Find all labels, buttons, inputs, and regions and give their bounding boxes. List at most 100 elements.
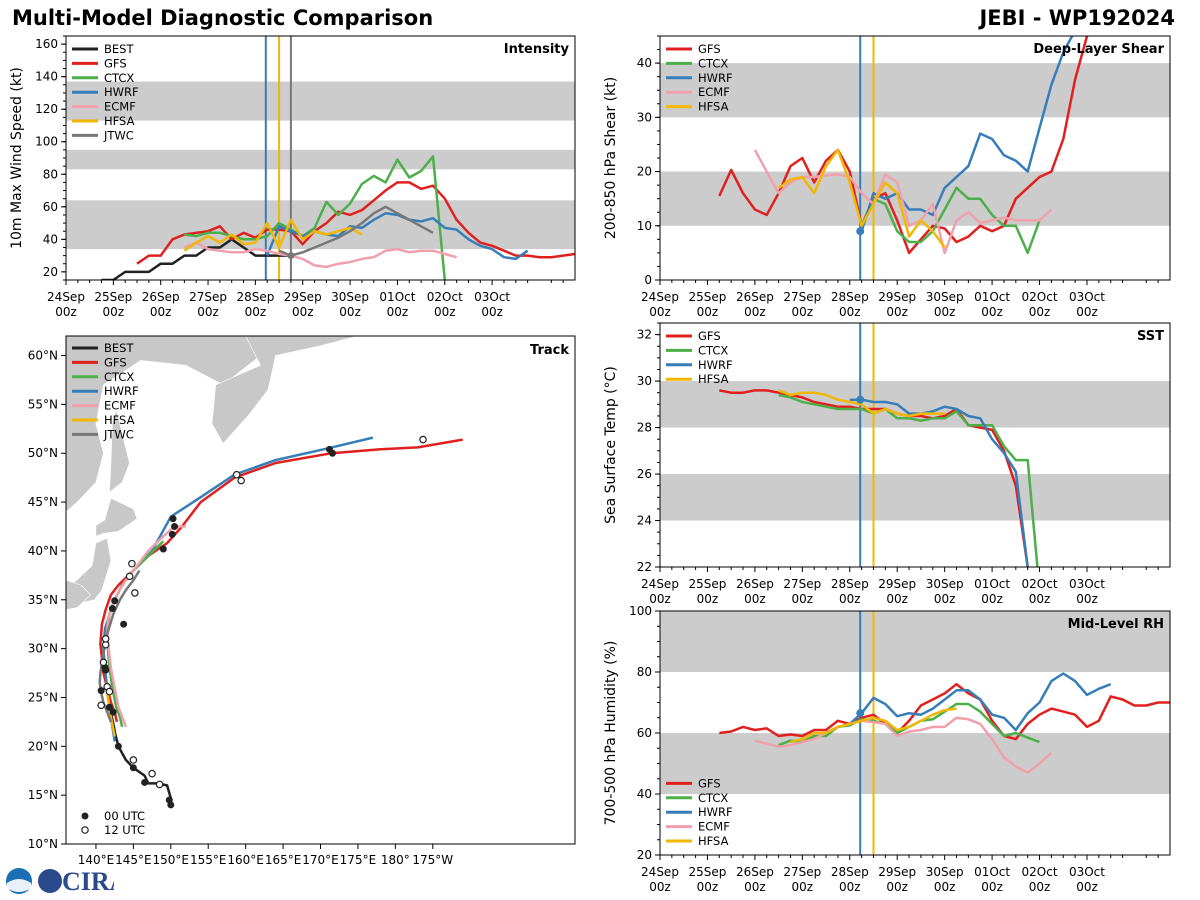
track-marker-legend-00utc-icon — [81, 812, 89, 820]
track-landmass — [66, 579, 92, 610]
rh-xtick-sublabel: 00z — [839, 880, 861, 894]
track-series-group — [97, 435, 463, 809]
track-marker-legend-12utc: 12 UTC — [104, 823, 145, 837]
intensity-ytick-label: 60 — [43, 200, 58, 214]
track-line-hwrf — [102, 436, 374, 742]
sst-series-group — [719, 389, 1039, 567]
intensity-xtick-label: 24Sep — [47, 290, 85, 304]
sst-ytick-label: 30 — [637, 374, 652, 388]
shear-xtick-sublabel: 00z — [1029, 305, 1051, 319]
intensity-xtick-sublabel: 00z — [55, 305, 77, 319]
sst-xtick-sublabel: 00z — [1029, 592, 1051, 606]
cira-logo-text: CIRA — [62, 867, 114, 896]
shear-xtick-sublabel: 00z — [649, 305, 671, 319]
sst-xtick-label: 02Oct — [1022, 577, 1058, 591]
sst-shade-band — [660, 474, 1170, 521]
sst-xtick-sublabel: 00z — [744, 592, 766, 606]
rh-shade-band — [660, 733, 1170, 794]
shear-line-ecmf — [753, 149, 1053, 255]
intensity-xtick-label: 03Oct — [474, 290, 510, 304]
rh-xtick-label: 01Oct — [974, 865, 1010, 879]
shear-xtick-sublabel: 00z — [839, 305, 861, 319]
shear-legend-label-gfs: GFS — [698, 42, 721, 56]
intensity-line-ctcx — [184, 155, 447, 280]
intensity-xtick-label: 02Oct — [427, 290, 463, 304]
rh-xtick-label: 28Sep — [831, 865, 869, 879]
track-point-00utc — [168, 530, 176, 538]
sst-legend-label-hfsa: HFSA — [698, 372, 729, 386]
figure-title: Multi-Model Diagnostic Comparison — [12, 6, 434, 30]
shear-legend-label-ctcx: CTCX — [698, 56, 728, 70]
sst-ytick-label: 24 — [637, 514, 652, 528]
shear-shade-band — [660, 63, 1170, 118]
intensity-jtwc-marker — [287, 252, 295, 260]
track-point-00utc — [165, 796, 173, 804]
intensity-shade-band — [66, 149, 575, 170]
rh-ytick-label: 20 — [637, 848, 652, 862]
intensity-xtick-sublabel: 00z — [197, 305, 219, 319]
intensity-xtick-label: 30Sep — [331, 290, 369, 304]
rh-line-gfs — [719, 682, 1170, 741]
rh-xtick-label: 03Oct — [1069, 865, 1105, 879]
track-point-00utc — [97, 687, 105, 695]
track-ytick-label: 50°N — [28, 446, 58, 460]
rh-xtick-sublabel: 00z — [697, 880, 719, 894]
shear-series-group — [718, 36, 1089, 255]
shear-xtick-sublabel: 00z — [1076, 305, 1098, 319]
track-xtick-label: 150°E — [153, 853, 190, 867]
shear-xtick-label: 30Sep — [926, 290, 964, 304]
rh-line-ecmf — [754, 716, 1053, 774]
track-xtick-label: 145°E — [115, 853, 152, 867]
rh-xtick-sublabel: 00z — [934, 880, 956, 894]
intensity-ytick-label: 120 — [35, 102, 58, 116]
intensity-legend-label-gfs: GFS — [104, 56, 127, 70]
rh-xtick-sublabel: 00z — [886, 880, 908, 894]
shear-xtick-label: 02Oct — [1022, 290, 1058, 304]
intensity-legend-label-jtwc: JTWC — [103, 128, 134, 142]
shear-line-ctcx — [860, 186, 1041, 255]
track-legend-label-ecmf: ECMF — [104, 399, 136, 413]
shear-xtick-sublabel: 00z — [792, 305, 814, 319]
rh-xtick-label: 26Sep — [736, 865, 774, 879]
sst-line-hfsa — [778, 389, 945, 418]
intensity-xtick-label: 25Sep — [94, 290, 132, 304]
intensity-series-group — [101, 155, 575, 280]
shear-legend-label-hfsa: HFSA — [698, 100, 729, 114]
shear-xtick-label: 03Oct — [1069, 290, 1105, 304]
shear-ytick-label: 20 — [637, 165, 652, 179]
track-ytick-label: 55°N — [28, 397, 58, 411]
track-point-00utc — [111, 597, 119, 605]
sst-xtick-sublabel: 00z — [1076, 592, 1098, 606]
intensity-title: Intensity — [504, 42, 570, 57]
cira-logo: CIRA — [4, 866, 129, 896]
shear-xtick-label: 29Sep — [878, 290, 916, 304]
sst-xtick-sublabel: 00z — [792, 592, 814, 606]
track-point-00utc — [108, 605, 116, 613]
track-land — [66, 336, 358, 610]
sst-line-hwrf — [849, 398, 1029, 567]
shear-line-hfsa — [777, 148, 946, 249]
intensity-ytick-label: 160 — [35, 37, 58, 51]
shear-shade-band — [660, 171, 1170, 226]
rh-ytick-label: 40 — [637, 787, 652, 801]
shear-ytick-label: 30 — [637, 110, 652, 124]
sst-line-ctcx — [778, 393, 1039, 567]
intensity-legend-label-ecmf: ECMF — [104, 100, 136, 114]
sst-xtick-label: 27Sep — [783, 577, 821, 591]
track-point-12utc — [105, 687, 114, 696]
track-landmass — [211, 336, 358, 445]
track-xtick-label: 165°E — [265, 853, 302, 867]
rh-xtick-sublabel: 00z — [649, 880, 671, 894]
intensity-xtick-label: 01Oct — [379, 290, 415, 304]
track-landmass — [109, 409, 130, 493]
track-point-12utc — [237, 476, 245, 485]
track-frame — [65, 335, 576, 845]
track-point-12utc — [419, 435, 427, 444]
sst-xtick-sublabel: 00z — [839, 592, 861, 606]
track-point-00utc — [328, 449, 336, 457]
sst-xtick-sublabel: 00z — [981, 592, 1003, 606]
track-legend-label-hfsa: HFSA — [104, 413, 135, 427]
track-ytick-label: 40°N — [28, 544, 58, 558]
sst-legend-label-ctcx: CTCX — [698, 343, 728, 357]
